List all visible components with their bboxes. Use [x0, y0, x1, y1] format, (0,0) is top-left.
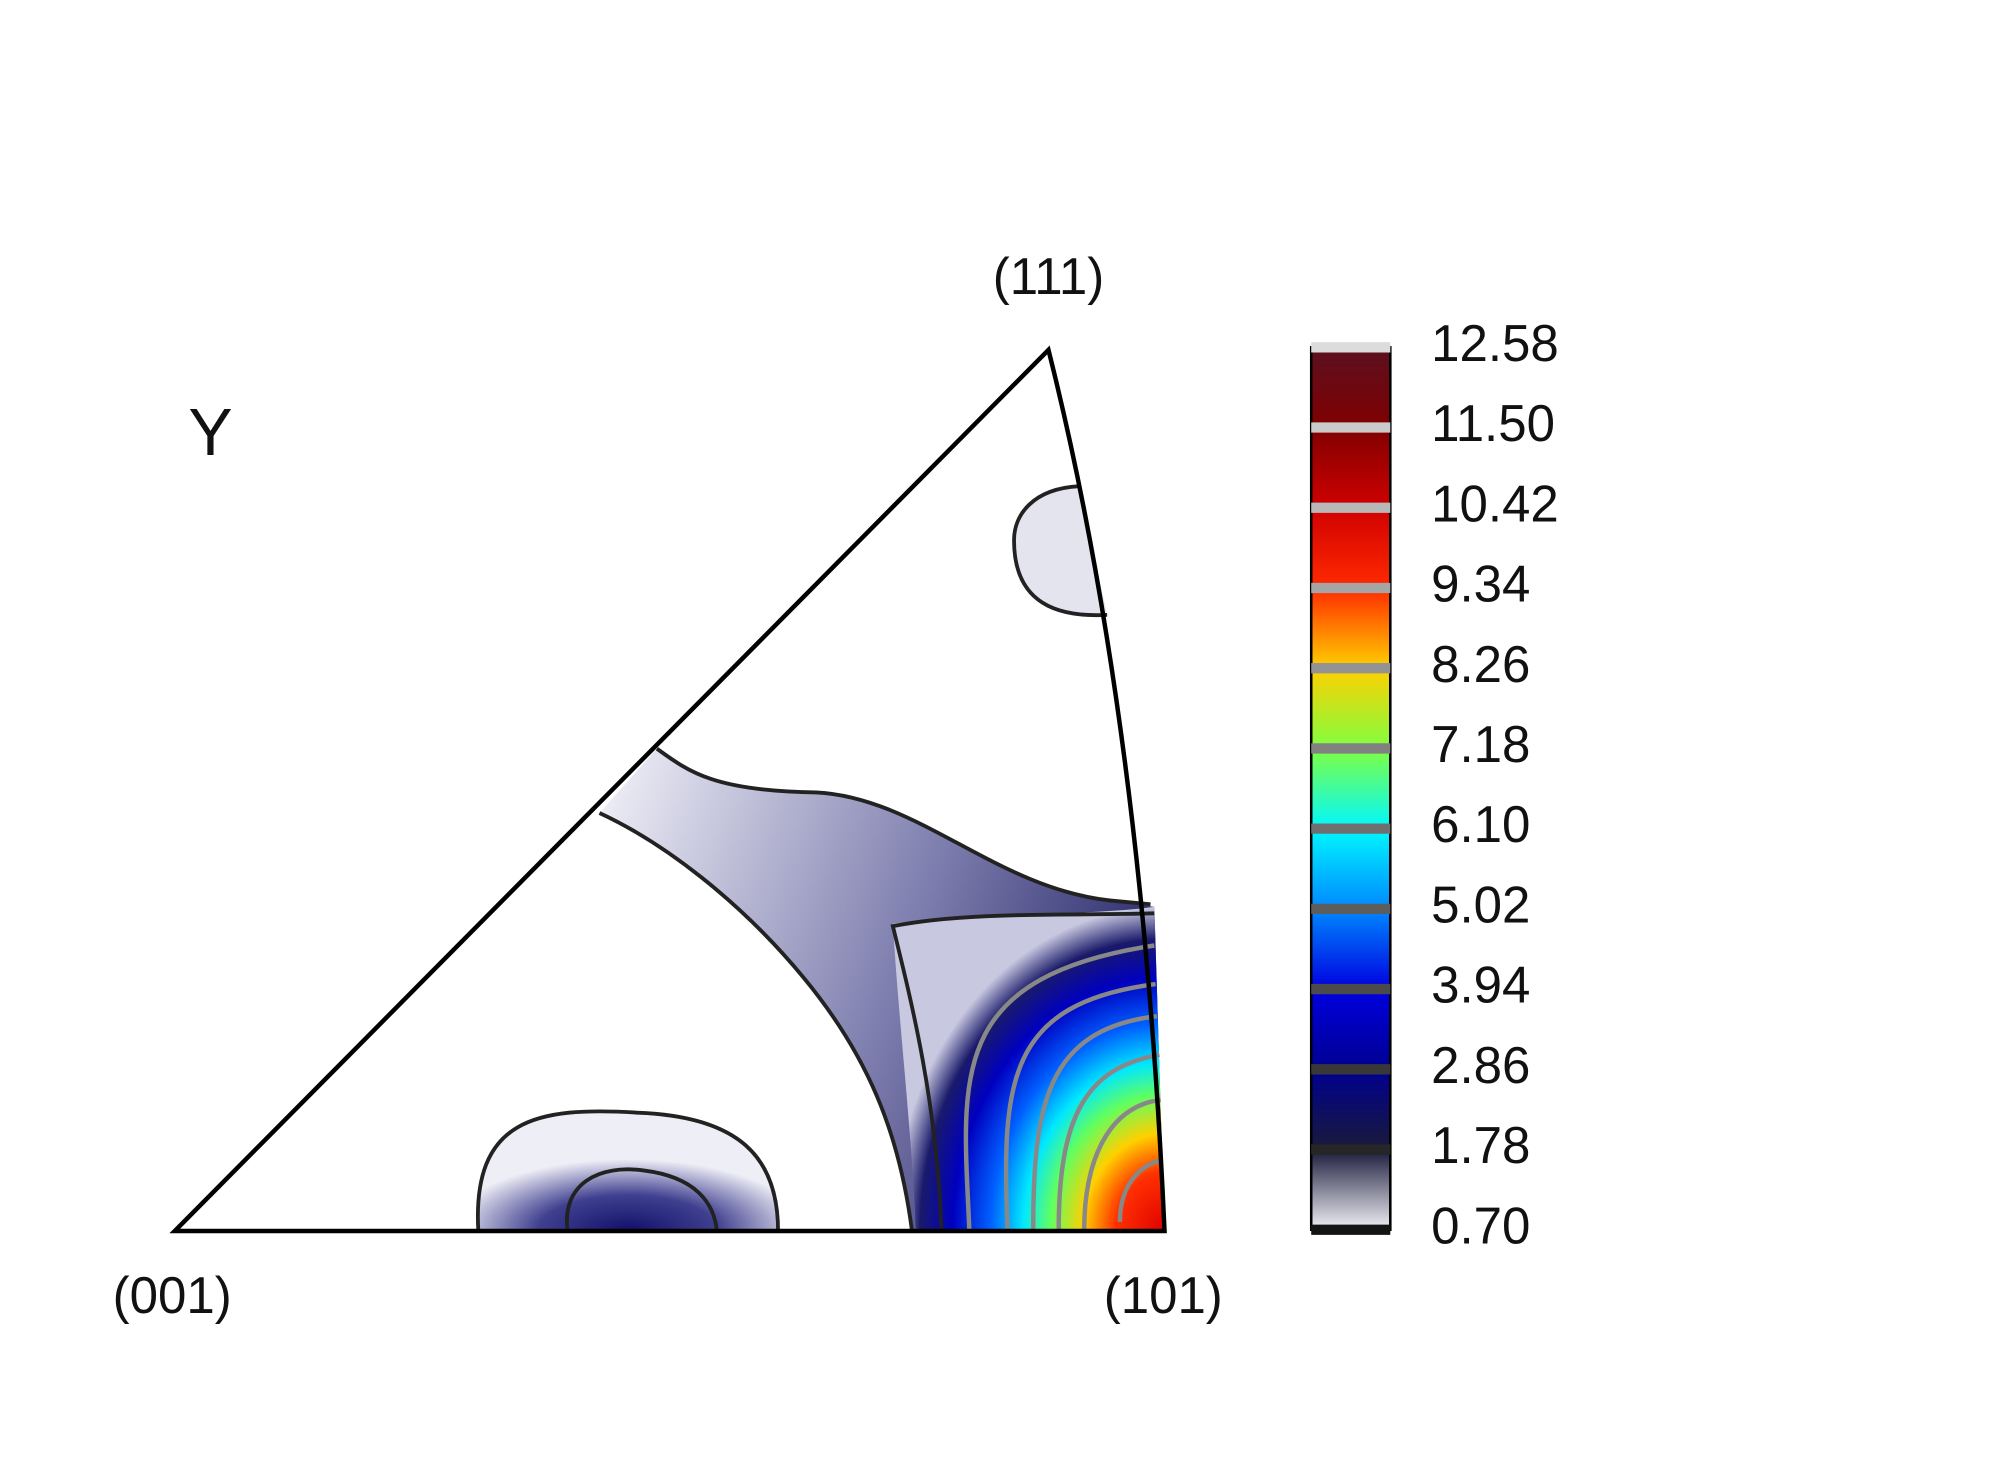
- colorbar: 0.70 1.78 2.86 3.94 5.02 6.10 7.18 8.26 9.34 10.4…: [1309, 315, 1559, 1254]
- colorbar-tick-label: 7.18: [1431, 716, 1530, 773]
- colorbar-tick-label: 0.70: [1431, 1197, 1530, 1254]
- colorbar-tick-label: 12.58: [1431, 315, 1559, 372]
- pole-label: (111): [993, 248, 1104, 305]
- colorbar-tick-label: 9.34: [1431, 555, 1530, 612]
- contour-field: [475, 484, 1165, 1232]
- contour-lines: [475, 484, 1155, 1232]
- colorbar-tick-label: 1.78: [1431, 1117, 1530, 1174]
- figure-label: Y: [188, 396, 232, 470]
- colorbar-tick-label: 3.94: [1431, 956, 1530, 1013]
- colorbar-tick-label: 10.42: [1431, 475, 1559, 532]
- colorbar-scale: [1309, 346, 1392, 1232]
- pole-label: (001): [113, 1267, 232, 1324]
- colorbar-tick-label: 5.02: [1431, 876, 1530, 933]
- colorbar-tick-label: 8.26: [1431, 636, 1530, 693]
- triangle-outline: [169, 345, 1167, 1234]
- colorbar-tick-label: 6.10: [1431, 796, 1530, 853]
- colorbar-tick-label: 2.86: [1431, 1037, 1530, 1094]
- colorbar-tick-label: 11.50: [1431, 395, 1555, 452]
- density-peak: [892, 906, 1165, 1232]
- pole-label: (101): [1104, 1267, 1223, 1324]
- contour-lines-inner: [963, 943, 1163, 1232]
